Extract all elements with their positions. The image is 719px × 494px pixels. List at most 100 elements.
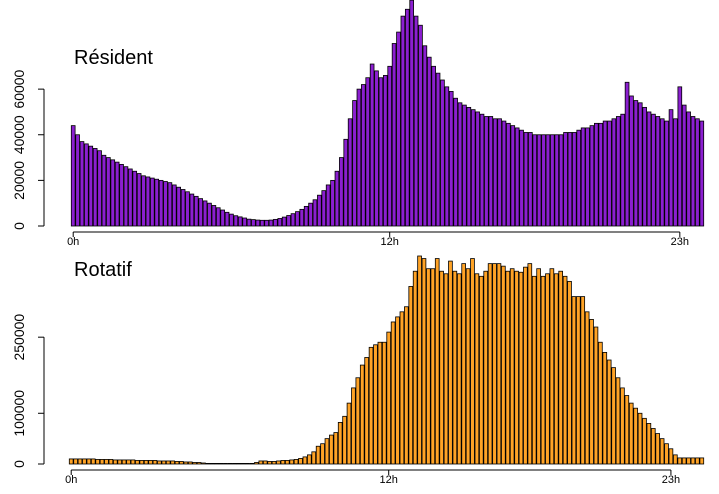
bar bbox=[299, 208, 305, 227]
bar bbox=[180, 189, 186, 227]
y-tick-label: 0 bbox=[11, 222, 27, 230]
panel-resident: 0 20000 40000 60000 0h 12h 23h Résident bbox=[11, 0, 705, 248]
bar bbox=[558, 134, 564, 227]
bar bbox=[412, 270, 418, 465]
bar bbox=[475, 111, 480, 227]
bar bbox=[404, 306, 409, 465]
bar bbox=[655, 433, 660, 465]
bar bbox=[381, 341, 387, 465]
bar bbox=[421, 258, 427, 465]
bar bbox=[664, 120, 669, 227]
bar bbox=[488, 116, 494, 227]
bar bbox=[88, 145, 94, 227]
y-tick-label: 100000 bbox=[11, 390, 27, 437]
bar bbox=[237, 216, 243, 227]
bar bbox=[152, 460, 158, 465]
bar bbox=[487, 263, 493, 465]
bar bbox=[443, 273, 449, 465]
bar bbox=[174, 461, 180, 465]
bar bbox=[448, 91, 454, 227]
bar bbox=[470, 258, 475, 465]
bar bbox=[240, 462, 246, 465]
bar bbox=[135, 460, 140, 465]
bar bbox=[90, 458, 96, 465]
bar bbox=[183, 461, 189, 465]
bar bbox=[139, 460, 145, 465]
bar bbox=[624, 395, 630, 465]
bar bbox=[187, 461, 193, 465]
bar bbox=[179, 461, 184, 465]
bar bbox=[699, 120, 705, 227]
bar bbox=[422, 45, 428, 227]
bar bbox=[280, 460, 286, 465]
bar bbox=[589, 319, 594, 465]
bar bbox=[567, 132, 573, 227]
bar bbox=[571, 296, 577, 465]
bar bbox=[457, 102, 463, 227]
bar bbox=[123, 166, 129, 227]
bar bbox=[633, 407, 638, 465]
bar bbox=[659, 438, 665, 465]
bar bbox=[121, 459, 127, 465]
bar bbox=[620, 113, 625, 227]
bar bbox=[518, 271, 524, 465]
bar bbox=[624, 81, 630, 227]
bar bbox=[302, 456, 308, 465]
bar bbox=[580, 127, 586, 227]
bar bbox=[351, 387, 356, 465]
bar bbox=[501, 120, 507, 227]
bar bbox=[523, 132, 529, 227]
bar bbox=[339, 157, 344, 227]
bar bbox=[223, 462, 228, 465]
bar bbox=[483, 270, 489, 465]
bar bbox=[97, 150, 102, 227]
bar bbox=[628, 402, 634, 465]
bar bbox=[554, 134, 560, 227]
bar bbox=[163, 181, 168, 227]
x-axis-rotatif: 0h 12h 23h bbox=[65, 469, 680, 486]
bar bbox=[171, 184, 177, 227]
bar bbox=[95, 459, 100, 465]
bar bbox=[690, 116, 696, 227]
bar bbox=[470, 109, 476, 227]
bar bbox=[444, 86, 450, 227]
bar bbox=[532, 134, 538, 227]
bar bbox=[229, 213, 234, 227]
y-tick-label: 40000 bbox=[11, 115, 27, 154]
bar bbox=[205, 462, 211, 465]
bar bbox=[364, 357, 369, 465]
bar bbox=[677, 86, 683, 227]
bar bbox=[255, 219, 261, 227]
bar bbox=[620, 387, 625, 465]
bar bbox=[356, 88, 362, 227]
bar bbox=[295, 211, 300, 227]
bar bbox=[541, 134, 546, 227]
bar bbox=[404, 8, 410, 227]
bar bbox=[130, 459, 136, 465]
bar bbox=[418, 24, 423, 227]
y-axis-resident: 0 20000 40000 60000 bbox=[11, 69, 45, 230]
bar bbox=[202, 200, 208, 227]
bar bbox=[148, 460, 153, 465]
bar bbox=[509, 268, 515, 465]
bar bbox=[659, 118, 665, 227]
bar bbox=[563, 132, 568, 227]
panel-rotatif: 0 100000 250000 0h 12h 23h Rotatif bbox=[11, 255, 705, 486]
bar bbox=[615, 116, 621, 227]
bar bbox=[198, 198, 203, 227]
bar bbox=[262, 460, 268, 465]
bar bbox=[325, 184, 331, 227]
bar bbox=[108, 459, 114, 465]
bar bbox=[337, 421, 343, 465]
bar bbox=[382, 75, 388, 227]
bar bbox=[136, 173, 142, 227]
y-tick-label: 0 bbox=[11, 460, 27, 468]
bar bbox=[290, 213, 296, 227]
bar bbox=[365, 77, 371, 227]
bar bbox=[615, 377, 621, 465]
bar bbox=[426, 56, 432, 227]
bar bbox=[668, 109, 674, 227]
x-tick-label: 0h bbox=[67, 236, 79, 248]
bar bbox=[434, 258, 440, 465]
bar bbox=[637, 412, 643, 465]
